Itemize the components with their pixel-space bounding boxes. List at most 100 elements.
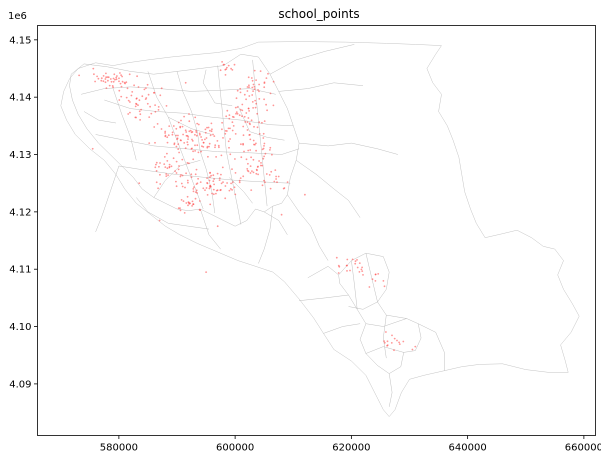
tract-boundary bbox=[351, 260, 358, 310]
school-point bbox=[235, 112, 237, 115]
tract-boundary bbox=[104, 99, 294, 127]
school-point bbox=[192, 190, 195, 193]
school-point bbox=[256, 126, 259, 129]
school-point bbox=[105, 72, 107, 75]
school-point bbox=[219, 189, 222, 192]
school-point bbox=[146, 102, 149, 105]
county-boundary bbox=[60, 41, 580, 417]
school-point bbox=[232, 181, 234, 184]
school-point bbox=[119, 82, 122, 85]
school-point bbox=[258, 83, 260, 86]
school-point bbox=[252, 107, 255, 109]
school-point bbox=[155, 170, 158, 172]
school-point bbox=[188, 113, 190, 115]
school-point bbox=[206, 146, 209, 149]
school-point bbox=[414, 345, 417, 348]
school-point bbox=[191, 205, 194, 207]
school-point bbox=[188, 130, 191, 133]
school-point bbox=[118, 99, 121, 101]
school-point bbox=[107, 79, 109, 82]
school-point bbox=[346, 264, 348, 267]
school-point bbox=[94, 80, 96, 83]
school-point bbox=[263, 86, 266, 89]
school-point bbox=[255, 172, 258, 175]
school-point bbox=[351, 258, 354, 261]
school-point bbox=[115, 76, 118, 79]
school-point bbox=[190, 173, 193, 176]
school-point bbox=[204, 138, 206, 141]
tract-boundary bbox=[168, 116, 212, 135]
school-point bbox=[194, 173, 197, 176]
school-point bbox=[246, 90, 249, 92]
school-point bbox=[194, 144, 196, 147]
school-point bbox=[199, 133, 201, 136]
school-point bbox=[181, 174, 184, 177]
x-axis: 580000 600000 620000 640000 660000 bbox=[100, 435, 601, 454]
school-point bbox=[229, 188, 232, 190]
school-point bbox=[396, 339, 398, 342]
school-point bbox=[230, 182, 233, 185]
school-point bbox=[179, 207, 181, 210]
tract-boundary bbox=[323, 323, 361, 334]
school-point bbox=[263, 179, 265, 182]
school-point bbox=[226, 66, 228, 69]
school-point bbox=[238, 179, 241, 182]
school-point bbox=[241, 115, 243, 118]
school-point bbox=[216, 140, 219, 142]
tract-boundary bbox=[287, 194, 329, 261]
school-point bbox=[127, 113, 130, 115]
tract-boundary bbox=[202, 69, 233, 107]
school-point bbox=[195, 189, 198, 192]
school-point bbox=[208, 179, 211, 182]
school-point bbox=[231, 129, 234, 132]
y-tick-label: 4.09 bbox=[9, 379, 31, 390]
school-point bbox=[227, 140, 230, 143]
school-point bbox=[168, 125, 171, 127]
school-point bbox=[92, 67, 95, 70]
school-point bbox=[166, 136, 169, 139]
school-point bbox=[255, 102, 258, 105]
school-point bbox=[251, 79, 254, 82]
school-point bbox=[264, 152, 267, 155]
school-point bbox=[360, 268, 363, 271]
school-point bbox=[201, 145, 203, 148]
school-point bbox=[229, 127, 231, 130]
school-point bbox=[239, 87, 242, 90]
school-point bbox=[263, 120, 266, 122]
school-point bbox=[241, 109, 244, 112]
school-point bbox=[104, 78, 107, 80]
school-point bbox=[216, 172, 219, 175]
school-point bbox=[196, 182, 199, 185]
school-point bbox=[356, 266, 359, 269]
school-point bbox=[102, 80, 105, 83]
school-point bbox=[229, 138, 232, 140]
school-point bbox=[145, 87, 147, 89]
school-point bbox=[222, 181, 224, 184]
school-point bbox=[354, 260, 357, 263]
school-point bbox=[221, 128, 223, 131]
school-point bbox=[390, 342, 393, 344]
school-point bbox=[196, 192, 199, 194]
school-point bbox=[215, 156, 218, 158]
school-point bbox=[175, 185, 178, 188]
school-point bbox=[211, 128, 213, 131]
school-point bbox=[255, 149, 257, 152]
school-point bbox=[337, 272, 340, 274]
school-point bbox=[209, 176, 211, 179]
school-point bbox=[213, 135, 216, 138]
school-point bbox=[250, 77, 253, 79]
school-point bbox=[242, 134, 245, 137]
school-point bbox=[383, 341, 386, 344]
school-point bbox=[238, 114, 241, 117]
school-point bbox=[269, 149, 271, 151]
school-point bbox=[391, 334, 393, 337]
school-point bbox=[214, 146, 216, 149]
school-point bbox=[269, 92, 272, 95]
school-point bbox=[187, 201, 190, 204]
x-tick-label: 640000 bbox=[449, 443, 487, 454]
school-point bbox=[209, 172, 211, 174]
school-point bbox=[179, 125, 182, 128]
school-point bbox=[241, 103, 244, 106]
school-point bbox=[227, 127, 230, 130]
school-point bbox=[197, 177, 200, 180]
